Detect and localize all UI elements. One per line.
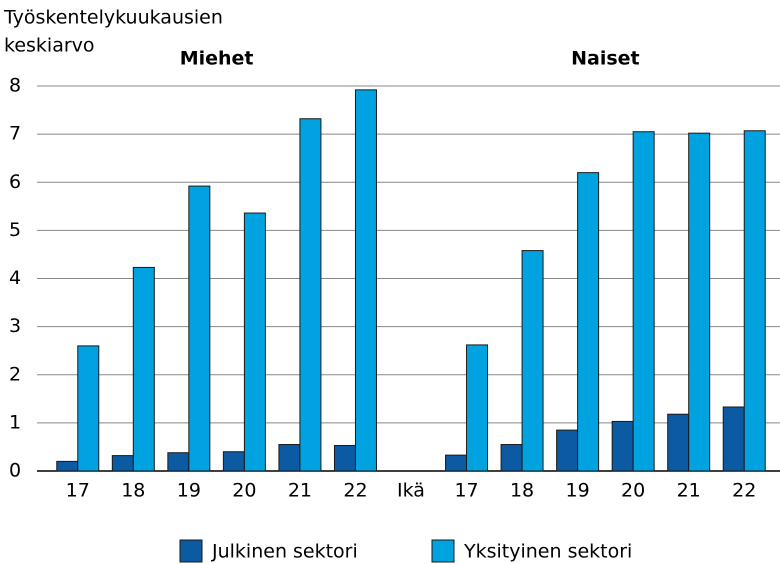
y-tick-label: 6 <box>9 171 21 193</box>
bar <box>688 132 711 472</box>
y-axis-label: Työskentelykuukausien <box>3 7 223 29</box>
x-tick-label: 19 <box>177 480 201 502</box>
bar <box>521 250 544 472</box>
bar <box>77 345 100 472</box>
bar <box>743 130 766 472</box>
x-tick-label: 20 <box>621 480 645 502</box>
bar <box>333 444 356 472</box>
bar <box>577 172 600 472</box>
bar <box>222 451 245 472</box>
x-tick-label: 21 <box>288 480 312 502</box>
bar <box>667 413 690 472</box>
legend-label: Julkinen sektori <box>211 541 358 563</box>
x-tick-label: 21 <box>677 480 701 502</box>
y-tick-label: 7 <box>9 123 21 145</box>
y-tick-label: 3 <box>9 315 21 337</box>
bar <box>111 455 134 472</box>
x-tick-label: 22 <box>732 480 756 502</box>
bar <box>556 429 579 472</box>
x-tick-label: 19 <box>566 480 590 502</box>
y-tick-label: 0 <box>9 460 21 482</box>
bar <box>299 118 322 472</box>
y-tick-label: 1 <box>9 411 21 433</box>
bar <box>500 444 523 472</box>
bar <box>243 212 266 472</box>
bar <box>722 406 745 472</box>
y-tick-label: 2 <box>9 363 21 385</box>
x-tick-label: 18 <box>510 480 534 502</box>
x-tick-label: 18 <box>121 480 145 502</box>
bar <box>132 266 155 472</box>
x-axis-label: Ikä <box>397 480 425 502</box>
legend-label: Yksityinen sektori <box>463 541 632 563</box>
bar <box>167 452 190 472</box>
y-tick-label: 4 <box>9 267 21 289</box>
x-tick-label: 20 <box>232 480 256 502</box>
legend-swatch <box>431 539 455 563</box>
bar <box>632 131 655 472</box>
bar <box>445 454 468 472</box>
legend-swatch <box>179 539 203 563</box>
panel-title: Miehet <box>180 48 254 70</box>
y-tick-label: 8 <box>9 75 21 97</box>
bar <box>56 460 79 472</box>
x-tick-label: 17 <box>454 480 478 502</box>
panel-title: Naiset <box>571 48 640 70</box>
y-tick-label: 5 <box>9 219 21 241</box>
bar <box>354 89 377 472</box>
x-tick-label: 22 <box>343 480 367 502</box>
bar <box>466 344 489 472</box>
bar <box>611 420 634 472</box>
bar <box>188 185 211 472</box>
y-axis-label: keskiarvo <box>4 35 95 57</box>
x-tick-label: 17 <box>66 480 90 502</box>
bar <box>278 444 301 472</box>
